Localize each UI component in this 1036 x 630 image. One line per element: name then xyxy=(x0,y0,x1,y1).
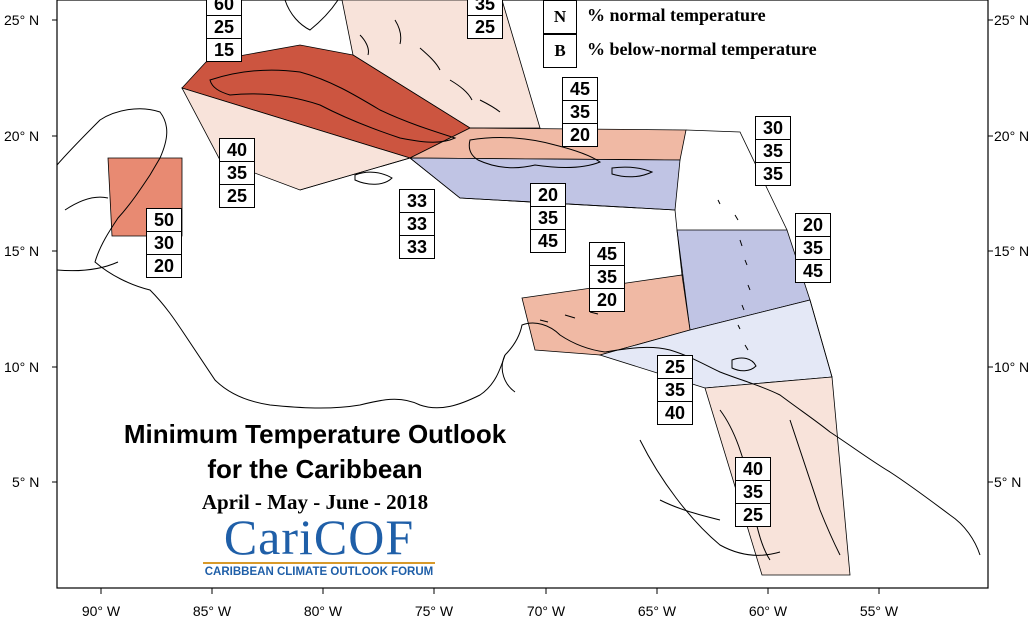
lat-label-5-right: 5° N xyxy=(994,474,1022,490)
prob-normal: 35 xyxy=(756,140,790,163)
prob-above: 45 xyxy=(563,78,597,101)
caricof-logo-wordmark: CariCOF xyxy=(223,509,415,565)
lon-label-90: 90° W xyxy=(81,603,121,619)
lat-label-20-left: 20° N xyxy=(4,128,40,144)
prob-below: 35 xyxy=(762,164,784,184)
prob-above: 45 xyxy=(590,243,624,266)
prob-above: 30 xyxy=(756,117,790,140)
lat-label-25-left: 25° N xyxy=(4,12,40,28)
lon-label-85: 85° W xyxy=(192,603,232,619)
prob-above: 25 xyxy=(658,356,692,379)
prob-box-leeward-islands-north: 30 35 35 xyxy=(755,116,791,186)
lat-label-15-left: 15° N xyxy=(4,243,40,259)
lat-label-10-left: 10° N xyxy=(4,359,40,375)
lon-label-80: 80° W xyxy=(303,603,343,619)
prob-below: 25 xyxy=(742,505,764,525)
legend-key-below: B xyxy=(543,34,577,68)
prob-normal: 35 xyxy=(658,379,692,402)
prob-box-abc-islands: 45 35 20 xyxy=(589,242,625,312)
prob-below: 25 xyxy=(474,17,496,37)
prob-normal: 35 xyxy=(796,237,830,260)
lat-ticks xyxy=(52,19,993,483)
prob-above: 33 xyxy=(400,190,434,213)
prob-below: 20 xyxy=(569,125,591,145)
caricof-logo: CariCOF CARIBBEAN CLIMATE OUTLOOK FORUM xyxy=(203,512,435,578)
prob-box-trinidad: 25 35 40 xyxy=(657,355,693,425)
zone-outline-east xyxy=(809,299,833,378)
caricof-logo-subtitle: CARIBBEAN CLIMATE OUTLOOK FORUM xyxy=(203,562,435,578)
lat-label-25-right: 25° N xyxy=(994,12,1030,28)
prob-box-hispaniola-south: 20 35 45 xyxy=(530,183,566,253)
prob-box-bahamas-north: 35 25 xyxy=(467,0,503,39)
prob-box-central-caribbean: 33 33 33 xyxy=(399,189,435,259)
lon-label-70: 70° W xyxy=(526,603,566,619)
prob-box-hispaniola-north: 45 35 20 xyxy=(562,77,598,147)
lat-label-5-left: 5° N xyxy=(12,474,40,490)
prob-normal: 35 xyxy=(563,101,597,124)
lat-label-15-right: 15° N xyxy=(994,243,1030,259)
lon-label-60: 60° W xyxy=(748,603,788,619)
prob-above: 60 xyxy=(207,0,241,16)
prob-above: 20 xyxy=(531,184,565,207)
lat-label-10-right: 10° N xyxy=(994,359,1030,375)
prob-normal: 25 xyxy=(207,16,241,39)
prob-below: 33 xyxy=(406,237,428,257)
prob-above: 40 xyxy=(220,139,254,162)
prob-normal: 35 xyxy=(531,207,565,230)
prob-below: 45 xyxy=(802,261,824,281)
prob-box-guianas: 40 35 25 xyxy=(735,457,771,527)
prob-below: 25 xyxy=(226,186,248,206)
prob-normal: 35 xyxy=(736,481,770,504)
prob-normal: 35 xyxy=(220,162,254,185)
prob-normal: 35 xyxy=(468,0,502,16)
map-title-line1: Minimum Temperature Outlook xyxy=(123,419,507,449)
prob-below: 40 xyxy=(664,403,686,423)
lon-label-55: 55° W xyxy=(859,603,899,619)
prob-below: 45 xyxy=(537,231,559,251)
map-title-line2: for the Caribbean xyxy=(207,454,423,484)
legend-key-normal: N xyxy=(543,0,577,34)
prob-box-western-caribbean: 40 35 25 xyxy=(219,138,255,208)
lat-label-20-right: 20° N xyxy=(994,128,1030,144)
prob-normal: 33 xyxy=(400,213,434,236)
zone-outline-central xyxy=(299,157,683,276)
prob-box-belize: 50 30 20 xyxy=(146,208,182,278)
prob-below: 20 xyxy=(153,256,175,276)
prob-above: 50 xyxy=(147,209,181,232)
lon-label-75: 75° W xyxy=(414,603,454,619)
coastlines xyxy=(56,0,981,561)
legend-text-below: % below-normal temperature xyxy=(587,39,817,59)
prob-normal: 35 xyxy=(590,266,624,289)
prob-above: 40 xyxy=(736,458,770,481)
lon-label-65: 65° W xyxy=(637,603,677,619)
prob-above: 20 xyxy=(796,214,830,237)
prob-below: 15 xyxy=(213,40,235,60)
season-label: April - May - June - 2018 xyxy=(201,490,429,514)
prob-box-cuba: 60 25 15 xyxy=(206,0,242,62)
prob-box-lesser-antilles: 20 35 45 xyxy=(795,213,831,283)
prob-normal: 30 xyxy=(147,232,181,255)
lon-ticks xyxy=(100,588,880,594)
legend-text-normal: % normal temperature xyxy=(587,5,766,25)
zone-outline-leeward xyxy=(685,129,788,231)
prob-below: 20 xyxy=(596,290,618,310)
